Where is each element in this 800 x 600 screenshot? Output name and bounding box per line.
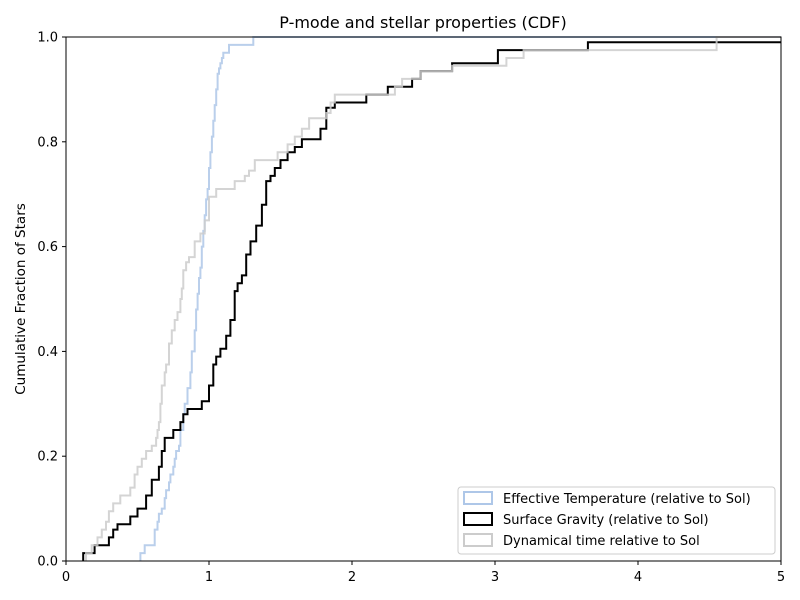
- cdf-line-3: [85, 36, 781, 561]
- legend-label-1: Effective Temperature (relative to Sol): [503, 492, 751, 507]
- y-tick-label: 0.4: [37, 345, 58, 360]
- legend-box: [457, 486, 776, 555]
- ticks-layer: 0 1 2 3 4 5 0.0 0.2 0.4 0.6 0.8 1.0: [37, 31, 785, 586]
- y-axis-label: Cumulative Fraction of Stars: [13, 203, 29, 395]
- x-tick-label: 0: [62, 570, 70, 585]
- series-layer: [82, 36, 781, 561]
- y-tick-label: 0.6: [37, 240, 58, 255]
- legend-label-3: Dynamical time relative to Sol: [503, 534, 700, 549]
- y-tick-label: 0.0: [37, 555, 58, 570]
- y-tick-label: 1.0: [37, 31, 58, 46]
- x-tick-label: 3: [491, 570, 499, 585]
- cdf-line-2: [82, 41, 781, 561]
- legend-swatch-2: [463, 512, 493, 526]
- legend-swatch-3: [463, 533, 493, 547]
- x-tick-label: 1: [205, 570, 213, 585]
- cdf-line-1: [139, 36, 781, 561]
- chart-title: P-mode and stellar properties (CDF): [279, 13, 566, 32]
- legend: Effective Temperature (relative to Sol) S…: [457, 486, 776, 555]
- y-tick-label: 0.8: [37, 135, 58, 150]
- x-tick-label: 5: [777, 570, 785, 585]
- legend-label-2: Surface Gravity (relative to Sol): [503, 513, 709, 528]
- plot-frame: [65, 36, 782, 562]
- x-tick-label: 2: [348, 570, 356, 585]
- y-tick-label: 0.2: [37, 450, 58, 465]
- legend-swatch-1: [463, 491, 493, 505]
- x-tick-label: 4: [634, 570, 642, 585]
